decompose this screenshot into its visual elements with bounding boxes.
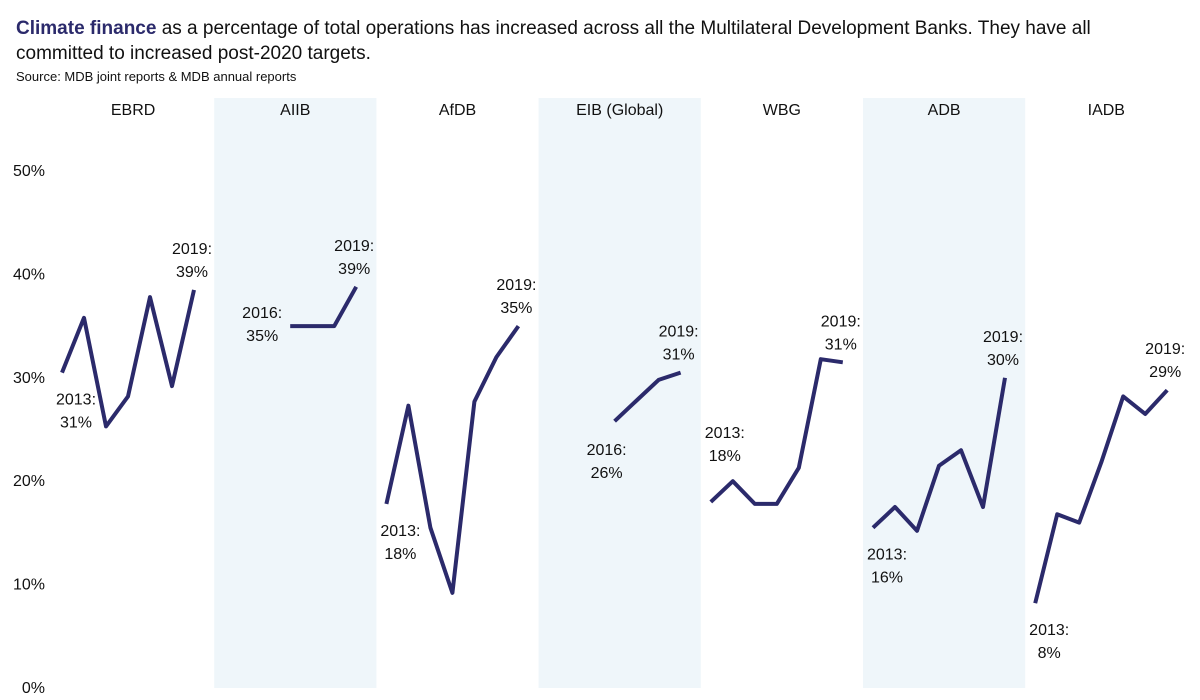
panel-band: [538, 98, 701, 688]
y-axis: 0% 10% 20% 30% 40% 50%: [13, 163, 45, 697]
panel-name: EBRD: [111, 102, 155, 119]
panel-aiib: AIIB 2016: 35% 2019: 39%: [242, 102, 374, 345]
series-line: [613, 370, 682, 423]
start-label-line: 18%: [709, 448, 741, 465]
series-line: [60, 289, 196, 429]
panel-wbg: WBG 2013: 18% 2019: 31%: [705, 102, 861, 506]
start-label-line: 2013:: [1029, 622, 1069, 639]
start-label-line: 2013:: [56, 392, 96, 409]
end-label-line: 35%: [500, 300, 532, 317]
start-label: 2013: 18%: [380, 523, 420, 563]
end-label: 2019: 31%: [821, 313, 861, 353]
y-tick-label: 10%: [13, 577, 45, 594]
end-label: 2019: 30%: [983, 329, 1023, 369]
end-label-line: 2019:: [983, 329, 1023, 346]
y-tick-label: 0%: [22, 680, 45, 697]
panel-band: [863, 98, 1026, 688]
start-label-line: 8%: [1038, 645, 1061, 662]
end-label: 2019: 31%: [659, 324, 699, 364]
y-tick-label: 30%: [13, 370, 45, 387]
series-line: [290, 285, 358, 329]
chart-source: Source: MDB joint reports & MDB annual r…: [16, 69, 297, 84]
end-label: 2019: 29%: [1145, 341, 1185, 381]
end-label-line: 2019:: [172, 241, 212, 258]
start-label-line: 2013:: [705, 425, 745, 442]
start-label-line: 35%: [246, 328, 278, 345]
end-label-line: 39%: [338, 261, 370, 278]
end-label-line: 2019:: [496, 277, 536, 294]
start-label: 2013: 16%: [867, 547, 907, 587]
end-label-line: 31%: [825, 336, 857, 353]
start-label-line: 2013:: [867, 547, 907, 564]
end-label-line: 2019:: [821, 313, 861, 330]
chart-title: Climate finance as a percentage of total…: [16, 16, 1166, 66]
start-label-line: 2016:: [242, 305, 282, 322]
end-label-line: 39%: [176, 264, 208, 281]
end-label: 2019: 39%: [172, 241, 212, 281]
panel-name: AIIB: [280, 102, 310, 119]
panel-name: ADB: [928, 102, 961, 119]
end-label: 2019: 35%: [496, 277, 536, 317]
title-accent: Climate finance: [16, 18, 157, 39]
panel-name: WBG: [763, 102, 801, 119]
y-tick-label: 20%: [13, 473, 45, 490]
panel-band: [214, 98, 377, 688]
start-label: 2016: 26%: [587, 442, 627, 482]
end-label-line: 2019:: [659, 324, 699, 341]
y-tick-label: 50%: [13, 163, 45, 180]
start-label: 2016: 35%: [242, 305, 282, 345]
series-line: [871, 377, 1007, 533]
panel-name: AfDB: [439, 102, 476, 119]
panels: EBRD 2013: 31% 2019: 39% AIIB 2016: 35% 2019: 39%…: [56, 102, 1185, 662]
end-label-line: 2019:: [334, 238, 374, 255]
title-text: as a percentage of total operations has …: [16, 18, 1091, 64]
panel-eib-global: EIB (Global) 2016: 26% 2019: 31%: [576, 102, 698, 482]
start-label: 2013: 8%: [1029, 622, 1069, 662]
panel-ebrd: EBRD 2013: 31% 2019: 39%: [56, 102, 212, 432]
panel-name: IADB: [1088, 102, 1125, 119]
start-label-line: 31%: [60, 415, 92, 432]
end-label-line: 30%: [987, 352, 1019, 369]
end-label-line: 31%: [663, 347, 695, 364]
panel-bands: [214, 98, 1026, 688]
start-label-line: 2016:: [587, 442, 627, 459]
panel-iadb: IADB 2013: 8% 2019: 29%: [1029, 102, 1185, 662]
y-tick-label: 40%: [13, 266, 45, 283]
end-label-line: 29%: [1149, 364, 1181, 381]
start-label-line: 18%: [384, 546, 416, 563]
series-line: [384, 324, 521, 595]
start-label: 2013: 18%: [705, 425, 745, 465]
panel-name: EIB (Global): [576, 102, 663, 119]
start-label-line: 26%: [591, 465, 623, 482]
start-label-line: 2013:: [380, 523, 420, 540]
start-label: 2013: 31%: [56, 392, 96, 432]
end-label: 2019: 39%: [334, 238, 374, 278]
end-label-line: 2019:: [1145, 341, 1185, 358]
panel-afdb: AfDB 2013: 18% 2019: 35%: [380, 102, 536, 595]
start-label-line: 16%: [871, 570, 903, 587]
panel-adb: ADB 2013: 16% 2019: 30%: [867, 102, 1023, 587]
series-line: [1033, 388, 1169, 604]
